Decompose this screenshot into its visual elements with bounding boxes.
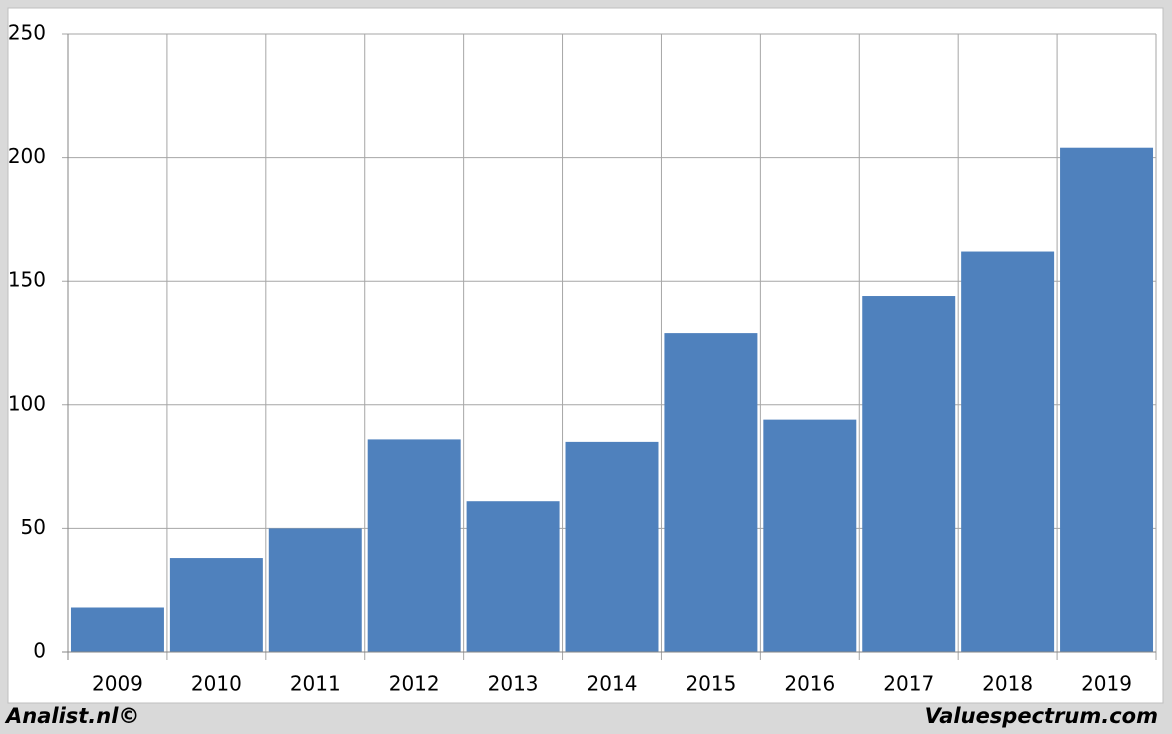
bar: [268, 528, 362, 652]
y-tick-label: 0: [33, 639, 46, 663]
bar: [1060, 147, 1154, 652]
x-tick-label: 2015: [685, 672, 736, 696]
credit-right: Valuespectrum.com: [925, 704, 1158, 728]
bar: [367, 439, 461, 652]
credit-left: Analist.nl©: [4, 704, 139, 728]
y-tick-label: 250: [8, 21, 46, 45]
x-tick-label: 2013: [488, 672, 539, 696]
x-tick-label: 2009: [92, 672, 143, 696]
x-tick-label: 2018: [982, 672, 1033, 696]
y-tick-label: 150: [8, 268, 46, 292]
x-tick-label: 2011: [290, 672, 341, 696]
x-tick-label: 2019: [1081, 672, 1132, 696]
bar: [961, 251, 1055, 652]
bar: [664, 333, 758, 652]
x-tick-label: 2012: [389, 672, 440, 696]
y-tick-label: 50: [21, 515, 46, 539]
x-tick-label: 2016: [784, 672, 835, 696]
bar: [565, 441, 659, 652]
bar: [169, 558, 263, 652]
bar: [763, 419, 857, 652]
x-tick-label: 2017: [883, 672, 934, 696]
bar: [466, 501, 560, 652]
x-tick-label: 2010: [191, 672, 242, 696]
x-tick-label: 2014: [587, 672, 638, 696]
bar: [70, 607, 164, 652]
bar: [862, 296, 956, 652]
y-tick-label: 100: [8, 391, 46, 415]
y-tick-label: 200: [8, 144, 46, 168]
